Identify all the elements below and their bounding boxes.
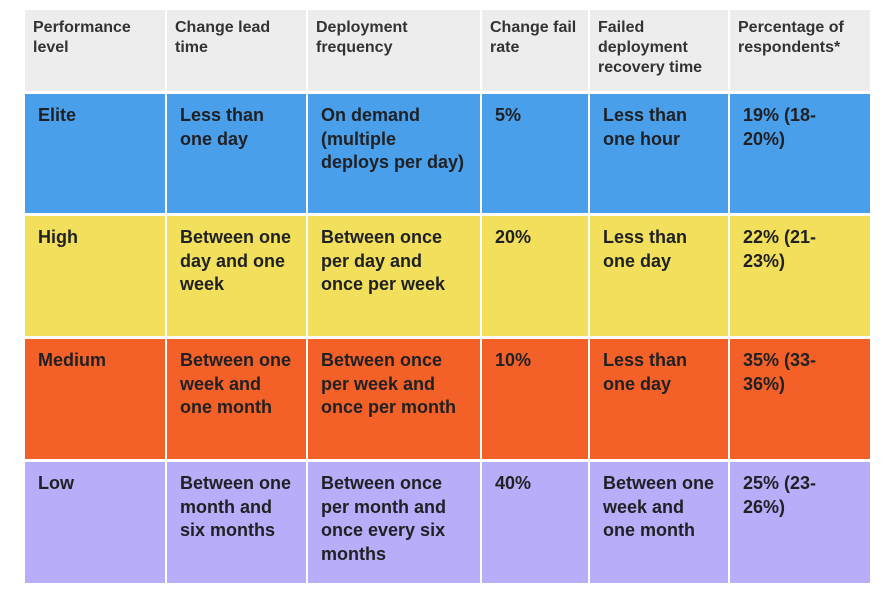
- header-cell: Change lead time: [167, 10, 306, 91]
- row-label: Medium: [25, 339, 165, 459]
- table-cell: 10%: [482, 339, 588, 459]
- header-cell: Performance level: [25, 10, 165, 91]
- table-cell: 22% (21-23%): [730, 216, 870, 336]
- table-cell: Between one week and one month: [167, 339, 306, 459]
- table-cell: Between one week and one month: [590, 462, 728, 583]
- header-cell: Percentage of respondents*: [730, 10, 870, 91]
- table-cell: 19% (18-20%): [730, 94, 870, 213]
- table-cell: On demand (multiple deploys per day): [308, 94, 480, 213]
- table-cell: Between one day and one week: [167, 216, 306, 336]
- table-cell: Less than one day: [167, 94, 306, 213]
- header-cell: Failed deployment recovery time: [590, 10, 728, 91]
- table-cell: Less than one day: [590, 216, 728, 336]
- table-cell: Less than one day: [590, 339, 728, 459]
- table-cell: Between once per day and once per week: [308, 216, 480, 336]
- table-cell: 5%: [482, 94, 588, 213]
- table-cell: 20%: [482, 216, 588, 336]
- table-cell: Between once per week and once per month: [308, 339, 480, 459]
- table-cell: Between once per month and once every si…: [308, 462, 480, 583]
- table-cell: 35% (33-36%): [730, 339, 870, 459]
- table-cell: Between one month and six months: [167, 462, 306, 583]
- row-label: Elite: [25, 94, 165, 213]
- table-cell: 25% (23-26%): [730, 462, 870, 583]
- row-label: High: [25, 216, 165, 336]
- header-cell: Change fail rate: [482, 10, 588, 91]
- performance-table: Performance level Change lead time Deploym…: [25, 10, 870, 583]
- table-cell: Less than one hour: [590, 94, 728, 213]
- row-label: Low: [25, 462, 165, 583]
- table-cell: 40%: [482, 462, 588, 583]
- header-cell: Deployment frequency: [308, 10, 480, 91]
